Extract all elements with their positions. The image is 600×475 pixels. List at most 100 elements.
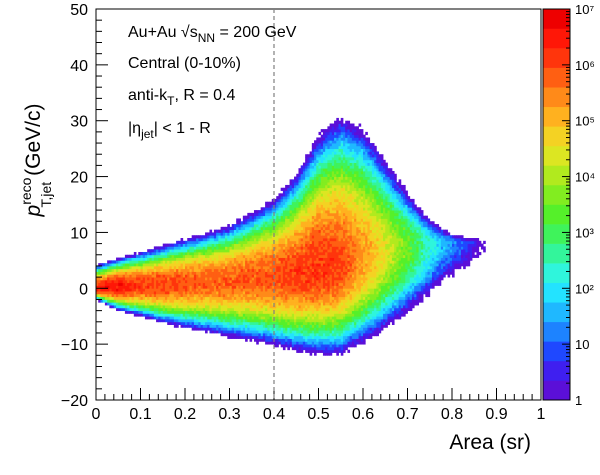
heatmap-cell — [153, 307, 157, 312]
heatmap-cell — [329, 346, 333, 351]
heatmap-cell — [265, 224, 268, 228]
heatmap-cell — [140, 310, 144, 314]
heatmap-cell — [291, 254, 295, 258]
heatmap-cell — [305, 207, 308, 211]
heatmap-cell — [307, 221, 311, 225]
heatmap-cell — [160, 285, 164, 289]
heatmap-cell — [334, 165, 337, 169]
heatmap-cell — [349, 313, 353, 317]
heatmap-cell — [242, 268, 246, 272]
heatmap-cell — [291, 279, 295, 284]
heatmap-cell — [242, 282, 246, 286]
heatmap-cell — [253, 263, 257, 267]
heatmap-cell — [300, 277, 304, 281]
heatmap-cell — [247, 240, 250, 244]
heatmap-cell — [307, 187, 311, 191]
heatmap-cell — [298, 182, 302, 186]
heatmap-cell — [347, 123, 351, 127]
heatmap-cell — [242, 246, 246, 250]
heatmap-cell — [265, 240, 268, 244]
heatmap-cell — [276, 341, 279, 345]
heatmap-cell — [345, 134, 348, 138]
heatmap-cell — [169, 271, 173, 275]
heatmap-cell — [271, 215, 275, 219]
heatmap-cell — [216, 307, 219, 312]
heatmap-cell — [296, 305, 299, 309]
heatmap-cell — [314, 335, 317, 339]
heatmap-cell — [225, 268, 228, 272]
heatmap-cell — [342, 291, 346, 295]
heatmap-cell — [205, 307, 208, 312]
heatmap-cell — [318, 179, 322, 183]
heatmap-cell — [340, 291, 344, 295]
heatmap-cell — [189, 296, 193, 300]
heatmap-cell — [298, 210, 302, 214]
heatmap-cell — [340, 224, 344, 228]
heatmap-cell — [253, 310, 257, 314]
heatmap-cell — [342, 137, 346, 141]
heatmap-cell — [276, 240, 279, 244]
heatmap-cell — [338, 140, 342, 144]
heatmap-cell — [320, 154, 324, 158]
heatmap-cell — [322, 190, 326, 194]
heatmap-cell — [294, 302, 297, 306]
heatmap-cell — [96, 291, 99, 295]
heatmap-cell — [320, 265, 324, 270]
heatmap-cell — [193, 307, 197, 312]
heatmap-cell — [113, 305, 117, 309]
heatmap-cell — [285, 204, 288, 208]
heatmap-cell — [318, 274, 322, 278]
heatmap-cell — [278, 288, 282, 292]
heatmap-cell — [296, 210, 299, 214]
heatmap-cell — [329, 235, 333, 239]
heatmap-cell — [258, 293, 262, 298]
heatmap-cell — [233, 307, 237, 312]
heatmap-cell — [340, 117, 344, 122]
heatmap-cell — [156, 319, 159, 323]
heatmap-cell — [245, 268, 248, 272]
heatmap-cell — [307, 344, 311, 348]
heatmap-cell — [233, 249, 237, 253]
heatmap-cell — [118, 265, 121, 270]
heatmap-cell — [338, 176, 342, 180]
heatmap-cell — [269, 251, 273, 256]
heatmap-cell — [209, 288, 213, 292]
heatmap-cell — [142, 302, 146, 306]
heatmap-cell — [276, 277, 279, 281]
heatmap-cell — [111, 291, 115, 295]
heatmap-cell — [340, 187, 344, 191]
heatmap-cell — [305, 179, 308, 183]
heatmap-cell — [198, 274, 201, 278]
heatmap-cell — [300, 313, 304, 317]
heatmap-cell — [278, 282, 282, 286]
heatmap-cell — [96, 279, 99, 284]
heatmap-cell — [345, 324, 348, 328]
heatmap-cell — [314, 140, 317, 144]
heatmap-cell — [345, 288, 348, 292]
heatmap-cell — [338, 134, 342, 138]
heatmap-cell — [176, 296, 179, 300]
heatmap-cell — [156, 257, 159, 261]
heatmap-cell — [287, 226, 290, 231]
heatmap-cell — [171, 257, 175, 261]
heatmap-cell — [320, 296, 324, 300]
heatmap-cell — [258, 274, 262, 278]
heatmap-cell — [318, 251, 322, 256]
heatmap-cell — [305, 260, 308, 264]
heatmap-cell — [325, 176, 328, 180]
heatmap-cell — [142, 260, 146, 264]
heatmap-cell — [329, 338, 333, 342]
heatmap-cell — [340, 271, 344, 275]
heatmap-cell — [271, 238, 275, 242]
heatmap-cell — [178, 316, 181, 320]
heatmap-cell — [291, 221, 295, 225]
heatmap-cell — [334, 282, 337, 286]
heatmap-cell — [336, 157, 339, 161]
heatmap-cell — [274, 215, 277, 219]
heatmap-cell — [158, 307, 161, 312]
heatmap-cell — [287, 193, 290, 197]
heatmap-cell — [291, 243, 295, 247]
heatmap-cell — [240, 274, 244, 278]
heatmap-cell — [305, 243, 308, 247]
heatmap-cell — [278, 338, 282, 342]
